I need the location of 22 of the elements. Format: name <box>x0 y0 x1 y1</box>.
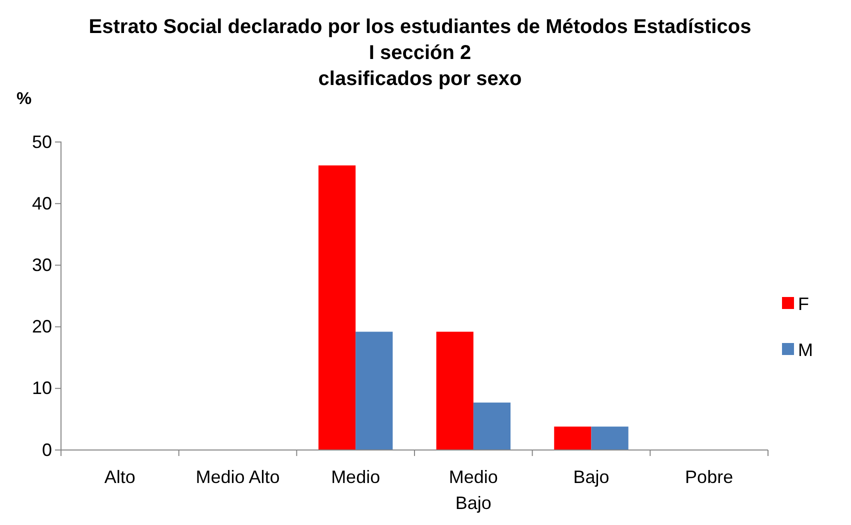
x-tick-label: Bajo <box>573 467 610 487</box>
y-tick-label: 50 <box>32 132 52 152</box>
legend-label: F <box>798 294 809 314</box>
legend-label: M <box>798 340 813 360</box>
bar <box>436 332 474 450</box>
y-tick-label: 40 <box>32 193 52 214</box>
y-axis-title: % <box>16 89 32 108</box>
x-tick-label: Medio Bajo <box>448 467 498 513</box>
bar <box>356 332 393 450</box>
x-tick-label: Medio <box>331 467 380 487</box>
bar <box>318 165 356 450</box>
x-tick-label: Alto <box>104 467 136 487</box>
y-tick-label: 20 <box>32 316 52 337</box>
y-tick-label: 0 <box>42 440 52 460</box>
x-tick-label: Medio Alto <box>196 467 280 487</box>
x-tick-label: Pobre <box>685 467 734 487</box>
bar <box>554 426 592 450</box>
bar <box>473 402 511 450</box>
y-tick-label: 10 <box>32 378 52 398</box>
bar <box>591 426 628 450</box>
y-tick-label: 30 <box>32 254 52 275</box>
chart-title: Estrato Social declarado por los estudiantes de Métodos Estadísticos I sección 2 clasificados por sexo <box>88 16 752 90</box>
